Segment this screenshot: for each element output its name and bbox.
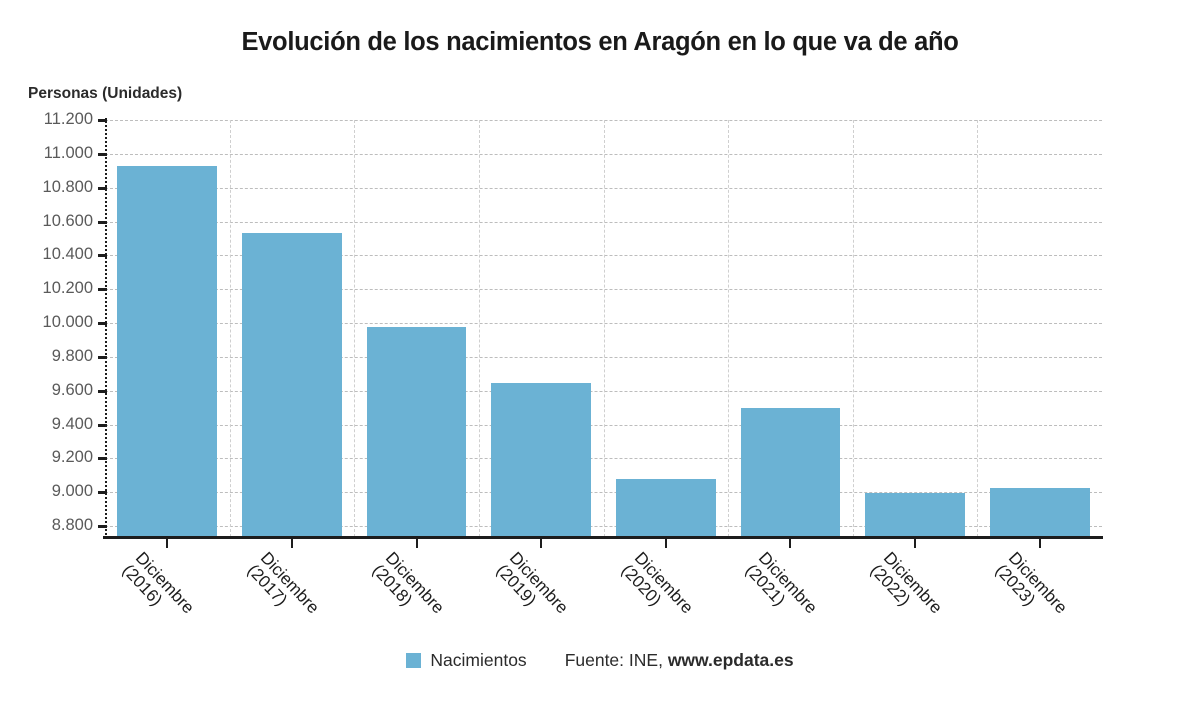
y-axis-tick-mark: [98, 389, 107, 393]
legend: Nacimientos Fuente: INE, www.epdata.es: [0, 650, 1200, 671]
y-axis-tick-label: 9.000: [51, 482, 93, 501]
x-axis-tick-mark: [789, 539, 792, 548]
source-credit: Fuente: INE, www.epdata.es: [565, 650, 794, 671]
gridline-vertical: [354, 120, 356, 537]
gridline-vertical: [977, 120, 979, 537]
x-axis-tick-mark: [290, 539, 293, 548]
bar[interactable]: [117, 165, 218, 537]
y-axis-tick-mark: [98, 220, 107, 224]
y-axis-tick-label: 10.400: [42, 245, 93, 264]
y-axis-tick-label: 10.800: [42, 177, 93, 196]
y-axis-tick-mark: [98, 186, 107, 190]
x-axis-line: [103, 536, 1103, 539]
x-axis-tick-mark: [166, 539, 169, 548]
gridline-vertical: [478, 120, 480, 537]
gridline-vertical: [603, 120, 605, 537]
y-axis-tick-label: 11.200: [43, 110, 93, 128]
y-axis-tick-label: 10.200: [42, 279, 93, 298]
y-axis-tick-label: 10.600: [42, 211, 93, 230]
y-axis-tick-mark: [98, 423, 107, 427]
x-axis-tick-mark: [415, 539, 418, 548]
y-axis-tick-mark: [98, 152, 107, 156]
x-axis-tick-mark: [664, 539, 667, 548]
bar[interactable]: [242, 233, 342, 537]
y-axis-tick-label: 9.200: [51, 448, 93, 467]
legend-item-nacimientos[interactable]: Nacimientos: [406, 650, 527, 671]
y-axis-tick-mark: [98, 355, 107, 359]
bar[interactable]: [491, 383, 592, 537]
plot-area: [105, 120, 1102, 537]
gridline-vertical: [852, 120, 854, 537]
gridline-vertical: [728, 120, 730, 537]
y-axis-tick-label: 10.000: [42, 313, 93, 331]
y-axis-tick-mark: [98, 254, 107, 258]
page-title: Evolución de los nacimientos en Aragón e…: [241, 28, 959, 56]
y-axis-tick-label: 8.800: [51, 516, 93, 534]
x-axis-tick-mark: [540, 539, 543, 548]
y-axis-tick-mark: [98, 322, 107, 325]
legend-item-label: Nacimientos: [430, 650, 527, 670]
gridline-vertical: [229, 120, 231, 537]
y-axis-tick-mark: [98, 525, 107, 528]
y-axis-tick-mark: [98, 457, 107, 461]
legend-color-swatch-icon: [406, 653, 422, 668]
y-axis-label: Personas (Unidades): [28, 85, 183, 102]
y-axis-tick-mark: [98, 288, 107, 292]
bar[interactable]: [865, 493, 965, 537]
y-axis-tick-mark: [98, 119, 107, 122]
x-axis-tick-mark: [914, 539, 917, 548]
y-axis-tick-label: 9.400: [51, 414, 93, 433]
bar[interactable]: [989, 487, 1090, 537]
y-axis-tick-label: 9.600: [51, 380, 93, 399]
bar[interactable]: [615, 478, 716, 537]
y-axis-tick-label: 9.800: [51, 346, 93, 365]
y-axis-line: [105, 118, 107, 539]
bar[interactable]: [740, 408, 841, 537]
source-prefix: Fuente: INE,: [564, 650, 663, 670]
x-axis-tick-mark: [1038, 539, 1041, 548]
y-axis-tick-label: 11.000: [43, 143, 93, 162]
source-website-link[interactable]: www.epdata.es: [667, 650, 794, 670]
bar[interactable]: [366, 327, 467, 537]
y-axis-tick-mark: [98, 491, 107, 495]
